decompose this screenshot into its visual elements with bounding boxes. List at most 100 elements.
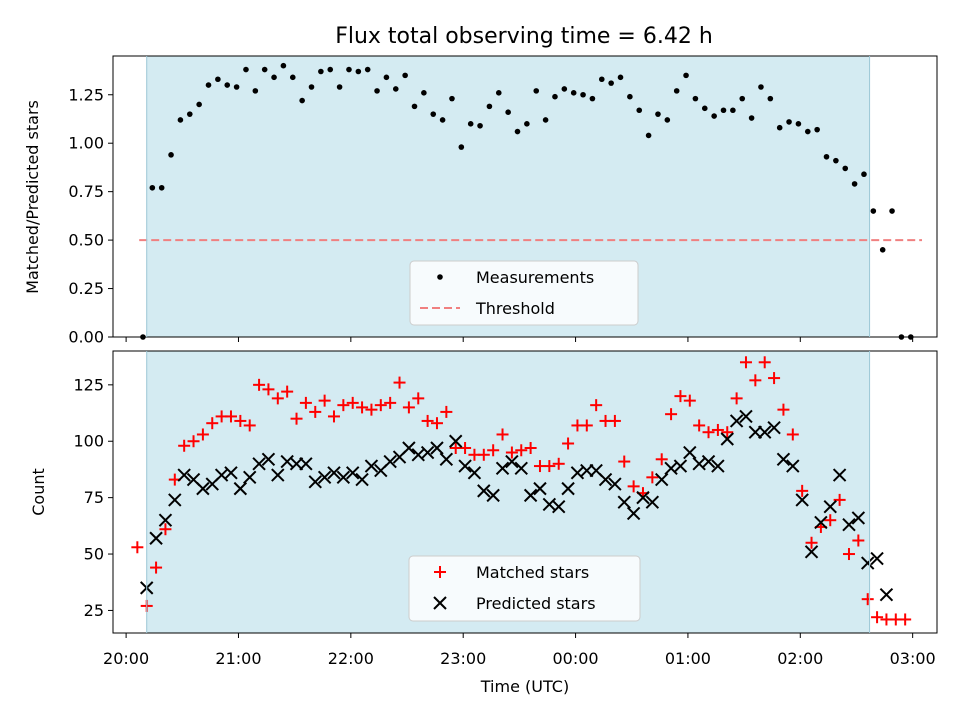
- matched-star-marker: [496, 428, 509, 441]
- measurement-point: [243, 66, 249, 73]
- measurement-point: [308, 84, 315, 90]
- measurement-point: [851, 181, 858, 187]
- predicted-star-marker: [533, 481, 547, 496]
- predicted-star-marker: [636, 490, 650, 505]
- measurement-point: [833, 157, 839, 164]
- measurement-point: [149, 184, 156, 191]
- matched-star-marker: [412, 392, 425, 405]
- matched-star-marker: [852, 534, 865, 547]
- predicted-star-marker: [823, 499, 837, 514]
- predicted-star-marker: [420, 445, 435, 460]
- predicted-star-marker: [729, 414, 744, 428]
- measurement-point: [495, 90, 502, 96]
- y-tick-label: 0.25: [68, 279, 104, 298]
- predicted-star-marker: [449, 434, 463, 448]
- matched-star-marker: [580, 419, 593, 432]
- matched-star-marker: [777, 403, 790, 416]
- measurement-point: [252, 88, 259, 94]
- matched-stars-legend-marker: [434, 566, 446, 578]
- predicted-star-marker: [598, 472, 613, 487]
- y-tick-label: 100: [73, 432, 104, 451]
- matched-star-marker: [842, 548, 855, 561]
- y-axis-label: Count: [29, 468, 48, 516]
- predicted-star-marker: [879, 587, 894, 602]
- measurement-point: [158, 184, 165, 191]
- y-tick-label: 0.75: [68, 182, 104, 201]
- predicted-star-marker: [271, 468, 285, 482]
- measurement-point: [617, 74, 624, 81]
- predicted-star-marker: [364, 459, 379, 473]
- matched-star-marker: [524, 442, 537, 455]
- predicted-star-marker: [224, 466, 238, 480]
- plot-frame: [112, 350, 938, 634]
- measurement-point: [767, 95, 774, 102]
- measurement-point: [627, 93, 633, 100]
- measurement-point: [720, 107, 727, 114]
- predicted-star-marker: [851, 511, 866, 525]
- predicted-star-marker: [402, 441, 416, 455]
- x-tick-label: 02:00: [777, 649, 823, 668]
- predicted-star-marker: [439, 452, 454, 466]
- x-tick-label: 01:00: [665, 649, 711, 668]
- chart-title: Flux total observing time = 6.42 h: [335, 24, 713, 49]
- measurement-point: [524, 121, 530, 127]
- measurement-point: [823, 153, 830, 160]
- x-tick-label: 20:00: [103, 649, 149, 668]
- x-tick-label: 00:00: [553, 649, 599, 668]
- measurement-point: [374, 88, 380, 94]
- matched-star-markers: [131, 356, 912, 626]
- measurement-point: [196, 101, 202, 108]
- measurement-point: [355, 68, 362, 75]
- predicted-star-marker: [243, 470, 257, 485]
- matched-star-marker: [402, 401, 415, 414]
- y-tick-label: 0.00: [68, 328, 104, 347]
- predicted-star-marker: [149, 531, 163, 545]
- matched-star-marker: [562, 437, 575, 450]
- predicted-star-marker: [655, 472, 669, 487]
- matched-star-marker: [627, 480, 640, 493]
- measurement-point: [514, 128, 521, 135]
- matched-star-marker: [290, 412, 303, 425]
- predicted-star-marker: [861, 556, 875, 570]
- predicted-star-marker: [561, 481, 575, 496]
- predicted-star-marker: [430, 441, 444, 455]
- matched-star-marker: [702, 426, 715, 439]
- matched-star-marker: [430, 417, 443, 430]
- matched-star-marker: [206, 417, 219, 430]
- measurement-point: [795, 121, 802, 127]
- measurement-point: [458, 144, 465, 150]
- matched-star-marker: [618, 455, 631, 468]
- y-tick-label: 75: [84, 488, 104, 507]
- matched-star-marker: [281, 385, 294, 398]
- measurement-point: [383, 74, 390, 81]
- measurement-point: [683, 72, 689, 79]
- matched-star-marker: [187, 435, 200, 448]
- measurement-point: [364, 66, 371, 73]
- measurement-point: [645, 132, 652, 139]
- predicted-star-marker: [870, 551, 884, 566]
- predicted-star-marker: [711, 459, 725, 473]
- measurement-point: [842, 165, 849, 172]
- matched-star-marker: [749, 374, 762, 387]
- x-tick-label: 03:00: [890, 649, 936, 668]
- measurement-point: [589, 95, 596, 102]
- predicted-star-marker: [495, 461, 510, 476]
- matched-star-marker: [608, 414, 621, 427]
- predicted-star-marker: [758, 425, 772, 439]
- matched-star-marker: [515, 444, 528, 457]
- measurement-point: [598, 76, 605, 83]
- predicted-star-marker: [327, 466, 341, 480]
- measurement-point: [570, 90, 577, 96]
- matched-star-marker: [150, 561, 163, 574]
- matched-star-marker: [543, 460, 556, 473]
- matched-star-marker: [739, 356, 752, 369]
- predicted-star-marker: [168, 493, 182, 507]
- predicted-star-marker: [683, 445, 697, 460]
- matched-star-marker: [758, 356, 771, 369]
- matched-star-marker: [674, 390, 687, 403]
- x-axis-ticks: 20:00 21:00 22:00 23:00 00:00 01:00 02:00 03:00: [103, 633, 936, 668]
- predicted-stars-legend-marker: [433, 596, 447, 610]
- y-tick-label: 125: [73, 375, 104, 394]
- measurement-point: [542, 117, 549, 123]
